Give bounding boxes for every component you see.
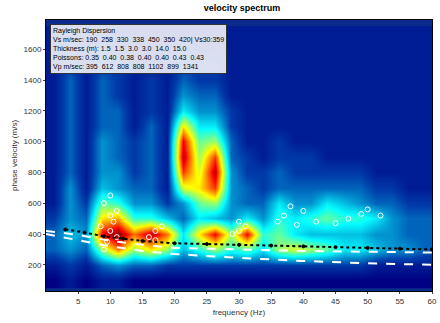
svg-text:1200: 1200: [24, 107, 42, 116]
svg-text:frequency (Hz): frequency (Hz): [213, 308, 266, 317]
svg-text:1600: 1600: [24, 45, 42, 54]
svg-text:5: 5: [76, 297, 81, 306]
svg-text:Rayleigh DispersionVs m/sec: 1: Rayleigh DispersionVs m/sec: 190 258 330…: [53, 27, 224, 71]
svg-text:phase velocity (m/s): phase velocity (m/s): [10, 120, 19, 191]
svg-text:15: 15: [138, 297, 147, 306]
svg-text:600: 600: [28, 199, 42, 208]
svg-text:velocity spectrum: velocity spectrum: [204, 3, 281, 13]
svg-text:800: 800: [28, 168, 42, 177]
svg-text:10: 10: [106, 297, 115, 306]
svg-text:1400: 1400: [24, 76, 42, 85]
svg-text:60: 60: [428, 297, 437, 306]
svg-text:55: 55: [395, 297, 404, 306]
svg-text:25: 25: [202, 297, 211, 306]
svg-text:45: 45: [331, 297, 340, 306]
svg-text:200: 200: [28, 261, 42, 270]
svg-text:50: 50: [363, 297, 372, 306]
svg-text:40: 40: [299, 297, 308, 306]
svg-text:20: 20: [170, 297, 179, 306]
svg-text:400: 400: [28, 230, 42, 239]
svg-text:30: 30: [235, 297, 244, 306]
svg-text:35: 35: [267, 297, 276, 306]
svg-text:1000: 1000: [24, 137, 42, 146]
